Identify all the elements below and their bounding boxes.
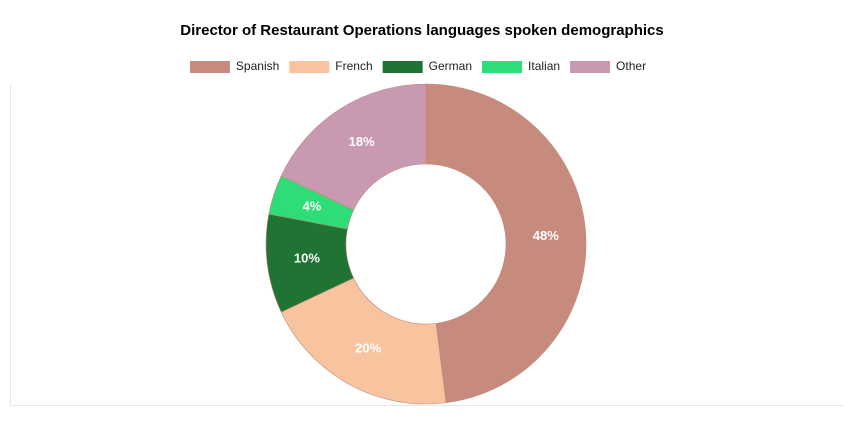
data-label: 20%	[355, 341, 381, 356]
legend-label: French	[335, 59, 372, 73]
legend-label: German	[429, 59, 472, 73]
legend-label: Spanish	[236, 59, 279, 73]
legend-label: Italian	[528, 59, 560, 73]
legend-swatch	[570, 61, 611, 73]
legend-label: Other	[616, 59, 646, 73]
data-label: 18%	[349, 134, 375, 149]
slice	[425, 83, 587, 404]
chart-title: Director of Restaurant Operations langua…	[180, 22, 663, 39]
legend-swatch	[382, 61, 423, 73]
data-label: 48%	[533, 228, 559, 243]
legend-swatch	[189, 61, 230, 73]
data-label: 10%	[294, 250, 320, 265]
slice	[280, 277, 447, 405]
legend-swatch	[289, 61, 330, 73]
legend: Spanish French German Italian Other	[189, 59, 646, 73]
legend-swatch	[482, 61, 523, 73]
data-label: 4%	[302, 198, 321, 213]
slice	[280, 83, 427, 211]
